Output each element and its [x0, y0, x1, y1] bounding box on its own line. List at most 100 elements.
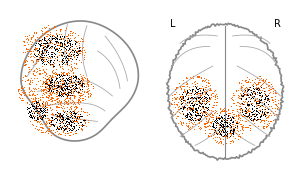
Bar: [39, 101, 40, 102]
Bar: [260, 86, 261, 87]
Bar: [47, 103, 48, 104]
Bar: [63, 53, 64, 54]
Bar: [266, 87, 267, 88]
Bar: [84, 120, 85, 121]
Bar: [62, 119, 63, 120]
Bar: [82, 50, 83, 51]
Bar: [69, 124, 70, 125]
Bar: [230, 117, 231, 118]
Bar: [253, 121, 254, 122]
Bar: [35, 45, 36, 46]
Bar: [48, 54, 49, 55]
Bar: [20, 98, 21, 99]
Bar: [237, 116, 238, 117]
Bar: [197, 92, 198, 93]
Bar: [67, 89, 68, 90]
Bar: [241, 87, 242, 88]
Bar: [244, 94, 245, 95]
Bar: [192, 102, 193, 103]
Bar: [74, 121, 75, 122]
Bar: [38, 108, 39, 109]
Bar: [83, 80, 84, 81]
Bar: [264, 123, 265, 124]
Bar: [56, 33, 57, 34]
Bar: [28, 108, 29, 109]
Bar: [42, 39, 43, 40]
Bar: [223, 136, 224, 137]
Bar: [273, 120, 274, 121]
Bar: [62, 78, 63, 79]
Bar: [43, 53, 44, 54]
Bar: [71, 40, 72, 41]
Bar: [67, 74, 68, 75]
Bar: [248, 101, 249, 102]
Bar: [34, 107, 35, 108]
Bar: [237, 102, 238, 103]
Bar: [264, 113, 265, 114]
Bar: [72, 122, 73, 123]
Bar: [207, 94, 208, 95]
Bar: [63, 90, 64, 91]
Bar: [65, 89, 66, 90]
Bar: [224, 122, 225, 123]
Bar: [258, 101, 259, 102]
Bar: [174, 111, 175, 112]
Bar: [47, 42, 48, 43]
Bar: [262, 102, 263, 103]
Bar: [182, 98, 183, 99]
Bar: [65, 111, 66, 112]
Bar: [249, 89, 250, 90]
Bar: [93, 86, 94, 87]
Bar: [36, 103, 37, 104]
Bar: [59, 133, 60, 134]
Bar: [67, 102, 68, 103]
Bar: [84, 112, 85, 113]
Bar: [82, 79, 83, 80]
Bar: [222, 120, 223, 121]
Bar: [258, 83, 259, 84]
Bar: [244, 115, 245, 116]
Bar: [64, 129, 65, 130]
Bar: [275, 104, 276, 105]
Bar: [72, 130, 73, 131]
Bar: [58, 128, 59, 129]
Bar: [81, 84, 82, 85]
Bar: [60, 83, 61, 84]
Bar: [61, 75, 62, 76]
Bar: [271, 86, 272, 87]
Bar: [85, 128, 86, 129]
Bar: [31, 104, 32, 105]
Bar: [33, 32, 34, 33]
Bar: [264, 99, 265, 100]
Bar: [227, 125, 228, 126]
Bar: [248, 97, 249, 98]
Bar: [44, 109, 45, 110]
Bar: [70, 120, 71, 121]
Bar: [61, 129, 62, 130]
Bar: [259, 80, 260, 81]
Bar: [214, 122, 215, 123]
Bar: [62, 66, 63, 67]
Bar: [190, 102, 191, 103]
Bar: [56, 77, 57, 78]
Bar: [52, 57, 53, 58]
Bar: [78, 103, 79, 104]
Bar: [42, 128, 43, 129]
Bar: [198, 97, 199, 98]
Bar: [29, 51, 30, 52]
Bar: [46, 69, 47, 70]
Bar: [61, 105, 62, 106]
Bar: [209, 115, 210, 116]
Bar: [179, 94, 180, 95]
Bar: [38, 118, 39, 119]
Bar: [59, 81, 60, 82]
Bar: [240, 112, 241, 113]
Bar: [28, 56, 29, 57]
Bar: [201, 128, 202, 129]
Bar: [52, 77, 53, 78]
Bar: [254, 114, 255, 115]
Bar: [192, 98, 193, 99]
Bar: [187, 86, 188, 87]
Bar: [47, 83, 48, 84]
Bar: [44, 27, 45, 28]
